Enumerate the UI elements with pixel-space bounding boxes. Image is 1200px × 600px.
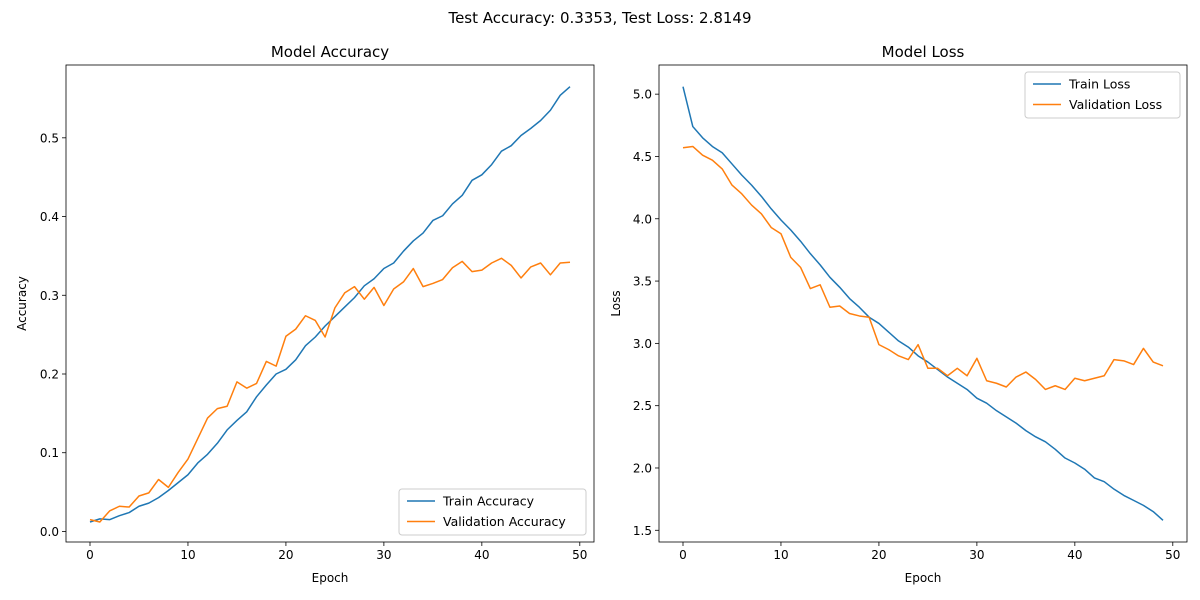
y-axis-label: Accuracy <box>15 276 29 331</box>
y-tick-label: 4.5 <box>633 150 652 164</box>
x-tick-label: 0 <box>86 548 94 562</box>
x-axis-label: Epoch <box>905 571 942 585</box>
x-tick-label: 0 <box>679 548 687 562</box>
y-tick-label: 0.5 <box>40 131 59 145</box>
x-axis-label: Epoch <box>312 571 349 585</box>
chart-title: Model Accuracy <box>271 43 389 61</box>
x-tick-label: 40 <box>474 548 489 562</box>
x-tick-label: 10 <box>180 548 195 562</box>
x-tick-label: 40 <box>1067 548 1082 562</box>
x-tick-label: 50 <box>572 548 587 562</box>
chart-panel-1: 0 10 20 30 40 50 0.0 0.1 0.2 0.3 0.4 0.5 Model Accur… <box>15 43 595 585</box>
x-tick-label: 30 <box>376 548 391 562</box>
axes-frame <box>658 64 1188 543</box>
y-tick-label: 5.0 <box>633 88 652 102</box>
y-tick-label: 3.5 <box>633 275 652 289</box>
y-tick-label: 0.3 <box>40 289 59 303</box>
y-tick-label: 1.5 <box>633 524 652 538</box>
x-tick-label: 20 <box>278 548 293 562</box>
legend-label: Train Loss <box>1068 77 1130 92</box>
series-line-train-accuracy <box>89 86 571 523</box>
x-tick-label: 10 <box>773 548 788 562</box>
y-tick-label: 4.0 <box>633 212 652 226</box>
y-tick-label: 0.0 <box>40 525 59 539</box>
axes-frame <box>65 64 595 543</box>
y-axis-label: Loss <box>609 290 623 316</box>
y-tick-label: 0.1 <box>40 446 59 460</box>
x-tick-label: 20 <box>871 548 886 562</box>
y-tick-label: 3.0 <box>633 337 652 351</box>
series-line-validation-loss <box>682 145 1164 391</box>
legend-label: Validation Loss <box>1069 97 1162 112</box>
legend-label: Validation Accuracy <box>443 514 566 529</box>
legend-box <box>398 488 587 536</box>
y-tick-label: 0.4 <box>40 210 59 224</box>
series-line-validation-accuracy <box>89 257 571 523</box>
legend: Train Loss Validation Loss <box>1024 71 1181 119</box>
y-tick-label: 0.2 <box>40 367 59 381</box>
x-tick-label: 30 <box>969 548 984 562</box>
chart-title: Model Loss <box>882 43 965 61</box>
legend-label: Train Accuracy <box>442 494 535 509</box>
y-tick-label: 2.0 <box>633 461 652 475</box>
x-tick-label: 50 <box>1165 548 1180 562</box>
figure-suptitle: Test Accuracy: 0.3353, Test Loss: 2.8149 <box>448 9 752 27</box>
legend: Train Accuracy Validation Accuracy <box>398 488 587 536</box>
legend-box <box>1024 71 1181 119</box>
chart-panel-2: 0 10 20 30 40 50 1.5 2.0 2.5 3.0 3.5 4.0 4.5 5.0 Model… <box>609 43 1188 585</box>
y-tick-label: 2.5 <box>633 399 652 413</box>
series-line-train-loss <box>682 86 1164 521</box>
